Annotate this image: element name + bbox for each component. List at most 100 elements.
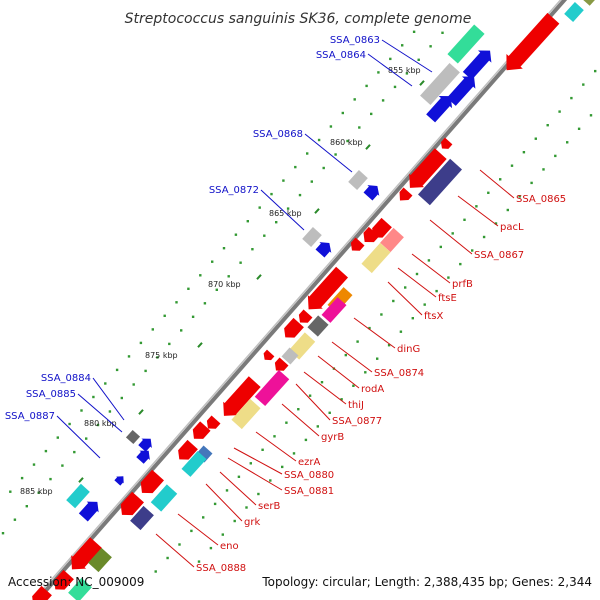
gene-blue-e[interactable] [137, 434, 156, 453]
gene-red-l[interactable] [28, 585, 52, 600]
gene-blue-f[interactable] [114, 473, 127, 486]
gene-gyrB[interactable] [254, 369, 290, 407]
gc-skew-dot [9, 490, 12, 493]
gene-grk[interactable] [181, 451, 207, 477]
gene-ssa-0884[interactable] [125, 429, 141, 445]
gc-skew-dot [187, 287, 190, 290]
label-grk[interactable]: grk [244, 517, 260, 528]
gene-red-a[interactable] [359, 226, 380, 247]
label-ssa-0867[interactable]: SSA_0867 [474, 250, 524, 261]
gc-skew-dot [353, 98, 356, 101]
gene-red-c[interactable] [280, 317, 304, 342]
forward-strand-features [66, 24, 497, 522]
gene-red-g[interactable] [217, 375, 263, 423]
gene-ssa-0880[interactable] [189, 421, 211, 443]
label-ssa-0884[interactable]: SSA_0884 [41, 373, 91, 384]
gene-cyan-top[interactable] [564, 2, 584, 22]
label-ssa-0880[interactable]: SSA_0880 [284, 470, 334, 481]
gene-blue-a[interactable] [445, 71, 481, 108]
label-ssa-0872[interactable]: SSA_0872 [209, 185, 259, 196]
gc-skew-dot [25, 505, 28, 508]
label-gyrb[interactable]: gyrB [321, 432, 344, 443]
gene-ssa-0881[interactable] [174, 439, 198, 464]
gene-red-e[interactable] [272, 357, 289, 375]
gene-ssa-0885[interactable] [135, 446, 154, 465]
label-ssa-0888[interactable]: SSA_0888 [196, 563, 246, 574]
gc-skew-dot [566, 141, 569, 144]
gene-red-top[interactable] [498, 11, 561, 78]
gene-red-small[interactable] [438, 137, 453, 152]
gene-dinG[interactable] [301, 265, 349, 316]
gc-skew-dot [139, 341, 143, 345]
label-thij[interactable]: thiJ [348, 400, 364, 411]
gene-ssa-0872[interactable] [302, 227, 322, 247]
label-pacl[interactable]: pacL [500, 222, 524, 233]
gene-red-h[interactable] [204, 415, 221, 433]
gc-skew-dot [180, 329, 183, 332]
gc-skew-dot [427, 259, 431, 262]
gene-ssa-0874[interactable] [321, 297, 347, 323]
gc-skew-dot [166, 556, 169, 560]
gene-red-k[interactable] [50, 569, 74, 594]
label-ssa-0874[interactable]: SSA_0874 [374, 368, 424, 379]
gc-skew-dot [376, 357, 379, 360]
gene-olive-a[interactable] [88, 547, 112, 573]
label-eno[interactable]: eno [220, 541, 239, 552]
gene-ssa-0867[interactable] [396, 187, 413, 205]
gene-cyan-a[interactable] [150, 484, 178, 512]
label-ssa-0868[interactable]: SSA_0868 [253, 129, 303, 140]
gene-red-d[interactable] [296, 309, 313, 327]
gc-skew-dot [263, 234, 266, 237]
label-prfb[interactable]: prfB [452, 279, 473, 290]
label-ding[interactable]: dinG [397, 344, 420, 355]
gene-ftse[interactable] [380, 227, 404, 253]
gene-red-j[interactable] [65, 536, 104, 576]
gene-ssa-0868[interactable] [348, 170, 368, 190]
gene-olive-top[interactable] [582, 0, 598, 6]
gene-grey-a[interactable] [420, 62, 460, 106]
gc-skew-dot [251, 248, 254, 251]
kbp-tick-mark [365, 144, 371, 150]
label-ftse[interactable]: ftsE [438, 293, 457, 304]
gc-skew-dot [13, 518, 17, 521]
gene-ssa-0888[interactable] [130, 505, 154, 531]
gene-cyan-b[interactable] [68, 577, 92, 600]
gene-prfb[interactable] [368, 217, 392, 242]
gc-skew-dot [340, 398, 343, 401]
kbp-tick-mark [419, 80, 425, 86]
gc-skew-dot [1, 532, 5, 535]
gene-red-b[interactable] [348, 237, 365, 255]
gene-red-f[interactable] [261, 349, 275, 363]
label-ssa-0877[interactable]: SSA_0877 [332, 416, 382, 427]
gene-ezrA[interactable] [231, 398, 261, 430]
gene-eno[interactable] [116, 491, 144, 521]
gc-skew-dot [594, 69, 597, 73]
label-ssa-0885[interactable]: SSA_0885 [26, 389, 76, 400]
kbp-scale: 855 kbp 860 kbp 865 kbp 870 kbp 875 kbp … [20, 66, 425, 496]
gene-ssa-0877[interactable] [281, 347, 299, 365]
gene-blue-g[interactable] [77, 496, 103, 522]
label-roda[interactable]: rodA [361, 384, 384, 395]
gene-blue-c[interactable] [362, 181, 383, 202]
gc-skew-dot [175, 301, 178, 304]
label-ezra[interactable]: ezrA [298, 457, 321, 468]
label-ssa-0887[interactable]: SSA_0887 [5, 411, 55, 422]
gene-blue-b[interactable] [424, 90, 457, 124]
label-ssa-0863[interactable]: SSA_0863 [330, 35, 380, 46]
gene-ftsx[interactable] [361, 242, 391, 274]
label-ftsx[interactable]: ftsX [424, 311, 443, 322]
gene-ssa-0863[interactable] [447, 24, 485, 64]
label-ssa-0881[interactable]: SSA_0881 [284, 486, 334, 497]
kbp-tick-label: 865 kbp [269, 209, 302, 218]
label-ssa-0865[interactable]: SSA_0865 [516, 194, 566, 205]
gene-pacl[interactable] [417, 158, 463, 206]
gene-ssa-0865[interactable] [403, 147, 449, 195]
gene-red-i[interactable] [136, 469, 164, 499]
map-title: Streptococcus sanguinis SK36, complete g… [125, 11, 472, 27]
gene-ssa-0887[interactable] [66, 483, 90, 509]
gene-blue-d[interactable] [314, 238, 335, 259]
gene-rodA[interactable] [307, 315, 329, 337]
label-serb[interactable]: serB [258, 501, 280, 512]
gene-ssa-0864[interactable] [461, 45, 497, 82]
label-ssa-0864[interactable]: SSA_0864 [316, 50, 366, 61]
